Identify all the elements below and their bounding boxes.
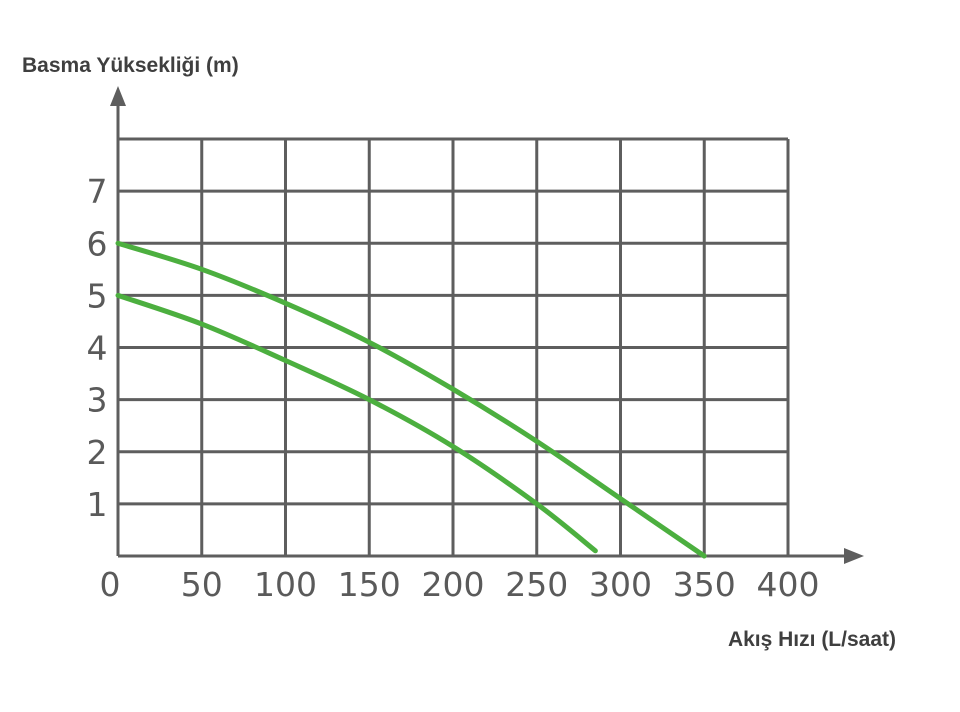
x-tick-label-0: 0 <box>100 565 121 604</box>
x-axis-arrow-icon <box>844 548 864 564</box>
y-tick-label-4: 4 <box>87 329 108 368</box>
x-tick-label-200: 200 <box>422 565 485 604</box>
x-tick-label-300: 300 <box>589 565 652 604</box>
x-tick-label-50: 50 <box>181 565 223 604</box>
series-line-2 <box>115 292 598 554</box>
y-tick-label-6: 6 <box>87 224 108 263</box>
y-tick-label-7: 7 <box>87 172 108 211</box>
x-tick-label-400: 400 <box>757 565 820 604</box>
series-line-1 <box>115 240 707 559</box>
y-tick-label-3: 3 <box>87 381 108 420</box>
y-tick-label-1: 1 <box>87 485 108 524</box>
x-tick-label-350: 350 <box>673 565 736 604</box>
tick-labels: 0 50 100 150 200 250 300 350 400 1 2 3 4 5 6 7 <box>87 172 820 604</box>
x-tick-label-100: 100 <box>254 565 317 604</box>
x-axis-title: Akış Hızı (L/saat) <box>728 628 896 651</box>
y-tick-label-2: 2 <box>87 433 108 472</box>
y-axis-arrow-icon <box>110 86 126 106</box>
x-tick-label-150: 150 <box>338 565 401 604</box>
y-axis-title: Basma Yüksekliği (m) <box>22 54 239 77</box>
axes <box>110 86 864 564</box>
grid <box>118 137 790 556</box>
series <box>115 240 707 559</box>
y-tick-label-5: 5 <box>87 276 108 315</box>
x-tick-label-250: 250 <box>505 565 568 604</box>
